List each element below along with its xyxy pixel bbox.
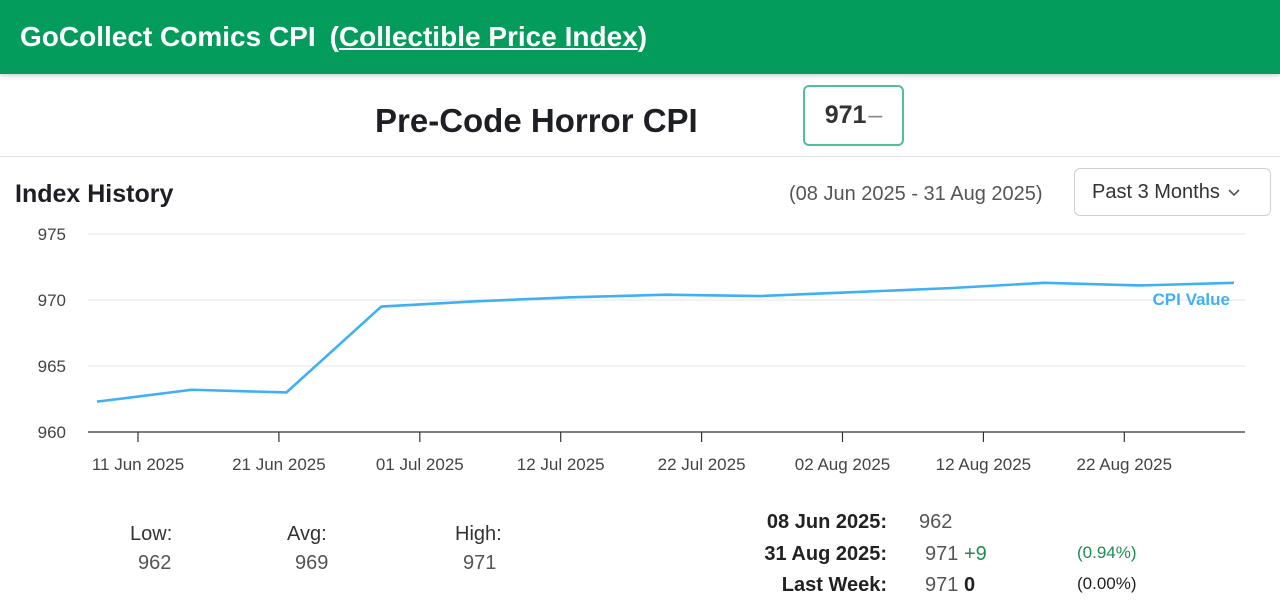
end-date-label: 31 Aug 2025: [764, 543, 887, 565]
chevron-down-icon [1228, 184, 1240, 200]
low-value: 962 [138, 552, 172, 574]
title-row: Pre-Code Horror CPI 971 – [0, 74, 1280, 157]
start-value: 962 [919, 511, 953, 533]
start-date-label: 08 Jun 2025: [766, 511, 887, 533]
cpi-line-chart: 960 965 970 975 11 Jun 2025 21 Jun 2025 01 Jul… [38, 225, 1245, 474]
close-paren: ) [637, 21, 648, 52]
y-tick-label: 960 [38, 423, 66, 442]
page-title: Pre-Code Horror CPI [375, 102, 698, 139]
x-tick-label: 11 Jun 2025 [92, 455, 184, 474]
series-label: CPI Value [1153, 290, 1230, 309]
low-label: Low: [130, 523, 173, 545]
end-value: 971 [925, 543, 959, 565]
avg-label: Avg: [287, 523, 327, 545]
end-percent: (0.94%) [1077, 543, 1137, 562]
y-tick-label: 965 [38, 357, 66, 376]
top-banner: GoCollect Comics CPI (Collectible Price … [0, 0, 1280, 74]
x-tick-label: 21 Jun 2025 [232, 455, 326, 474]
high-label: High: [455, 523, 502, 545]
open-paren: ( [329, 21, 339, 52]
x-tick-label: 12 Jul 2025 [517, 455, 605, 474]
y-tick-label: 975 [38, 225, 66, 244]
x-tick-label: 12 Aug 2025 [936, 455, 1031, 474]
high-value: 971 [463, 552, 497, 574]
cpi-info-link[interactable]: (Collectible Price Index) [330, 21, 647, 53]
date-range: (08 Jun 2025 - 31 Aug 2025) [789, 183, 1043, 205]
period-select[interactable]: Past 3 Months [1074, 168, 1271, 216]
current-cpi-box: 971 – [803, 85, 904, 146]
current-cpi-value: 971 [824, 101, 867, 129]
cpi-value-line [96, 281, 1235, 403]
x-tick-label: 22 Jul 2025 [658, 455, 746, 474]
x-tick-label: 02 Aug 2025 [795, 455, 890, 474]
period-select-value: Past 3 Months [1092, 180, 1220, 203]
last-week-label: Last Week: [781, 574, 887, 596]
app-title: GoCollect Comics CPI [20, 21, 316, 52]
x-tick-label: 22 Aug 2025 [1077, 455, 1172, 474]
last-week-percent: (0.00%) [1077, 574, 1137, 593]
trend-indicator: – [868, 101, 883, 129]
last-week-value: 971 [925, 574, 959, 596]
x-tick-label: 01 Jul 2025 [376, 455, 464, 474]
end-change: +9 [964, 543, 987, 565]
last-week-change: 0 [964, 574, 976, 596]
y-tick-label: 970 [38, 291, 66, 310]
cpi-info-link-label[interactable]: Collectible Price Index [338, 21, 638, 52]
index-history-title: Index History [15, 180, 174, 208]
avg-value: 969 [295, 552, 329, 574]
